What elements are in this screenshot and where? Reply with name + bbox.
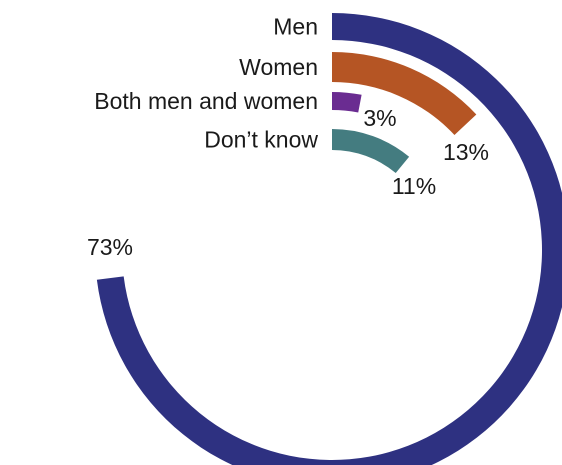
bar-women <box>332 52 477 135</box>
value-label-women: 13% <box>443 139 489 165</box>
category-label-dont-know: Don’t know <box>204 127 318 153</box>
bar-both <box>332 92 362 113</box>
category-label-both: Both men and women <box>94 88 318 114</box>
value-label-dont-know: 11% <box>392 173 436 199</box>
value-label-both: 3% <box>363 105 396 131</box>
bar-men <box>96 13 562 465</box>
bar-dont-know <box>332 129 410 173</box>
category-label-men: Men <box>273 14 318 40</box>
value-label-men: 73% <box>87 234 133 260</box>
category-label-women: Women <box>239 54 318 80</box>
